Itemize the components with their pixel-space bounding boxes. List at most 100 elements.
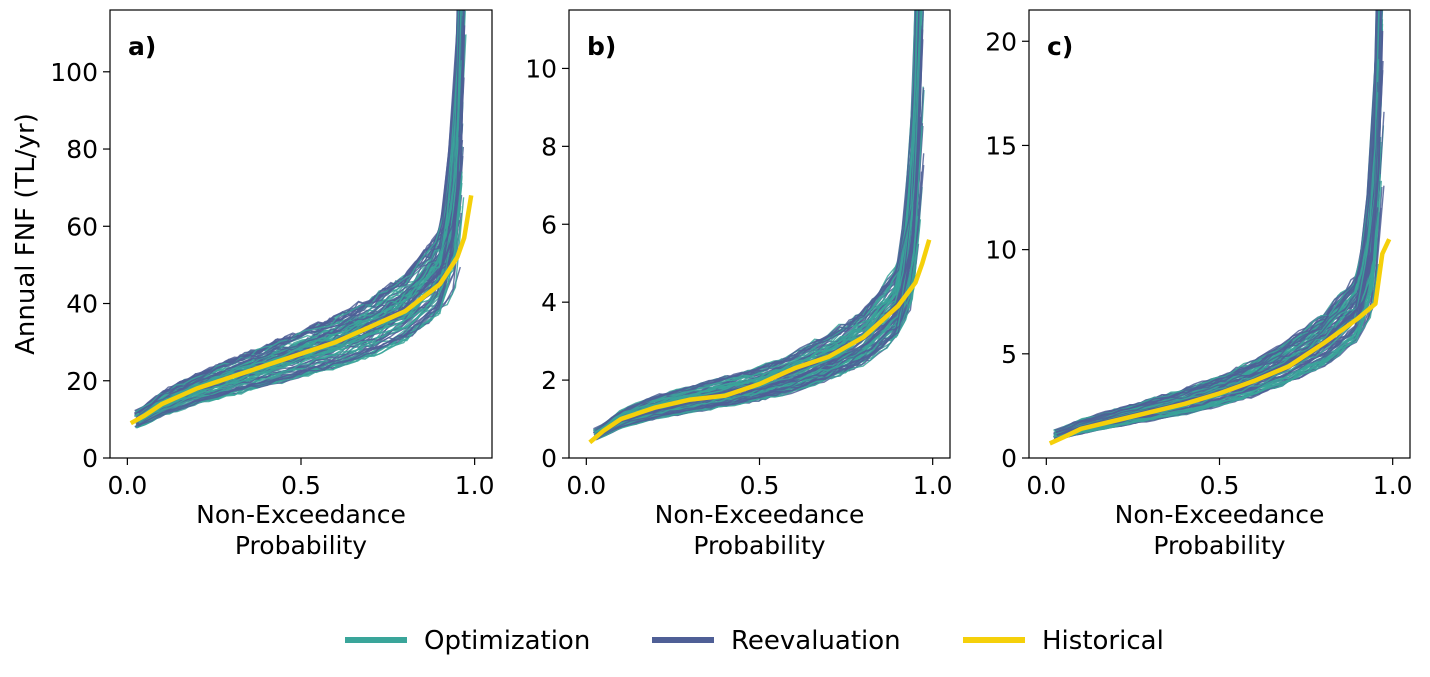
reevaluation-line bbox=[1055, 10, 1381, 436]
reevaluation-line bbox=[1054, 10, 1379, 435]
y-tick-label: 4 bbox=[541, 288, 557, 317]
optimization-line bbox=[1057, 10, 1379, 437]
optimization-line bbox=[1054, 221, 1378, 441]
reevaluation-line bbox=[1053, 10, 1381, 431]
legend-label-historical: Historical bbox=[1042, 626, 1164, 656]
y-tick-label: 60 bbox=[66, 212, 98, 241]
reevaluation-line bbox=[1056, 10, 1378, 436]
reevaluation-line bbox=[1057, 10, 1378, 432]
reevaluation-line bbox=[593, 10, 924, 430]
legend-label-optimization: Optimization bbox=[424, 626, 590, 656]
optimization-line bbox=[1057, 10, 1377, 432]
optimization-line bbox=[1057, 10, 1379, 433]
y-tick-label: 0 bbox=[1001, 444, 1017, 473]
reevaluation-line bbox=[1057, 10, 1383, 436]
reevaluation-line bbox=[1055, 10, 1382, 438]
optimization-line bbox=[1054, 10, 1384, 441]
x-tick-label: 1.0 bbox=[913, 471, 953, 500]
reevaluation-line bbox=[1055, 10, 1378, 432]
y-tick-label: 40 bbox=[66, 290, 98, 319]
reevaluation-line bbox=[1053, 22, 1382, 436]
optimization-line bbox=[1055, 10, 1380, 433]
optimization-line bbox=[1054, 10, 1378, 433]
optimization-line bbox=[1053, 146, 1382, 441]
optimization-line bbox=[593, 10, 916, 432]
reevaluation-line bbox=[1054, 10, 1379, 431]
y-tick-label: 100 bbox=[50, 58, 98, 87]
optimization-line bbox=[594, 10, 919, 431]
reevaluation-line bbox=[596, 10, 916, 431]
x-tick-label: 0.0 bbox=[107, 471, 147, 500]
optimization-line bbox=[1056, 10, 1378, 433]
optimization-line bbox=[1053, 10, 1379, 436]
reevaluation-line bbox=[138, 56, 464, 426]
optimization-line bbox=[1054, 53, 1378, 433]
optimization-line bbox=[1055, 10, 1380, 441]
series-reevaluation-line bbox=[1056, 30, 1384, 437]
reevaluation-line bbox=[1057, 10, 1378, 432]
y-tick-label: 6 bbox=[541, 210, 557, 239]
x-axis-label-line1: Non-Exceedance bbox=[196, 500, 406, 529]
reevaluation-line bbox=[1057, 10, 1381, 437]
optimization-line bbox=[594, 10, 919, 434]
reevaluation-line bbox=[1057, 10, 1379, 433]
optimization-line bbox=[135, 10, 464, 426]
optimization-line bbox=[1054, 10, 1381, 432]
optimization-line bbox=[135, 66, 462, 424]
y-tick-label: 5 bbox=[1001, 340, 1017, 369]
optimization-line bbox=[1054, 10, 1380, 435]
reevaluation-line bbox=[596, 106, 922, 438]
y-tick-label: 80 bbox=[66, 135, 98, 164]
panel-label: b) bbox=[587, 32, 616, 61]
optimization-line bbox=[134, 10, 460, 413]
reevaluation-line bbox=[1055, 23, 1382, 437]
optimization-line bbox=[1054, 10, 1383, 436]
x-axis-label-line1: Non-Exceedance bbox=[1115, 500, 1325, 529]
reevaluation-line bbox=[1053, 10, 1382, 435]
reevaluation-line bbox=[1056, 10, 1378, 432]
reevaluation-line bbox=[1055, 10, 1379, 435]
reevaluation-line bbox=[597, 39, 924, 440]
x-axis-label-line2: Probability bbox=[235, 531, 367, 560]
optimization-line bbox=[1054, 60, 1380, 433]
optimization-line bbox=[1058, 10, 1380, 432]
panel-2: 0.0 0.5 1.0 0 2 4 6 8 10 b) Non-ExceedanceProbabil… bbox=[525, 9, 953, 560]
x-tick-label: 0.5 bbox=[1200, 471, 1240, 500]
optimization-line bbox=[1057, 10, 1383, 434]
panel-1: 0.0 0.5 1.0 0 20 40 60 80 100 a) Non-ExceedancePro… bbox=[50, 9, 495, 560]
y-tick-label: 20 bbox=[66, 367, 98, 396]
reevaluation-line bbox=[1053, 10, 1380, 438]
optimization-line bbox=[1055, 37, 1378, 434]
reevaluation-line bbox=[1058, 10, 1379, 436]
optimization-line bbox=[1055, 10, 1379, 434]
reevaluation-line bbox=[1057, 10, 1378, 431]
optimization-line bbox=[1057, 10, 1379, 434]
reevaluation-line bbox=[138, 171, 461, 416]
reevaluation-line bbox=[134, 10, 458, 415]
x-axis-label-line2: Probability bbox=[693, 531, 825, 560]
optimization-line bbox=[594, 10, 918, 433]
ensemble-lines bbox=[134, 10, 467, 429]
x-tick-label: 0.5 bbox=[281, 471, 321, 500]
x-axis-label-line2: Probability bbox=[1153, 531, 1285, 560]
reevaluation-line bbox=[1055, 19, 1378, 433]
series-historical-line bbox=[1048, 238, 1392, 446]
reevaluation-line bbox=[1055, 10, 1383, 438]
y-tick-label: 20 bbox=[985, 27, 1017, 56]
reevaluation-line bbox=[135, 134, 462, 425]
y-axis-label: Annual FNF (TL/yr) bbox=[11, 113, 41, 355]
reevaluation-line bbox=[134, 10, 465, 428]
x-tick-label: 1.0 bbox=[1373, 471, 1413, 500]
reevaluation-line bbox=[1054, 10, 1380, 436]
reevaluation-line bbox=[593, 10, 919, 433]
panels: 0.0 0.5 1.0020406080100a)Non-ExceedancePro… bbox=[50, 9, 1413, 560]
x-tick-label: 0.5 bbox=[740, 471, 780, 500]
y-tick-label: 15 bbox=[985, 131, 1017, 160]
optimization-line bbox=[1057, 102, 1382, 440]
series-historical-line bbox=[588, 239, 932, 445]
y-tick-label: 10 bbox=[525, 54, 557, 83]
x-axis-label-line1: Non-Exceedance bbox=[655, 500, 865, 529]
optimization-line bbox=[593, 10, 917, 431]
legend-label-reevaluation: Reevaluation bbox=[731, 626, 901, 656]
